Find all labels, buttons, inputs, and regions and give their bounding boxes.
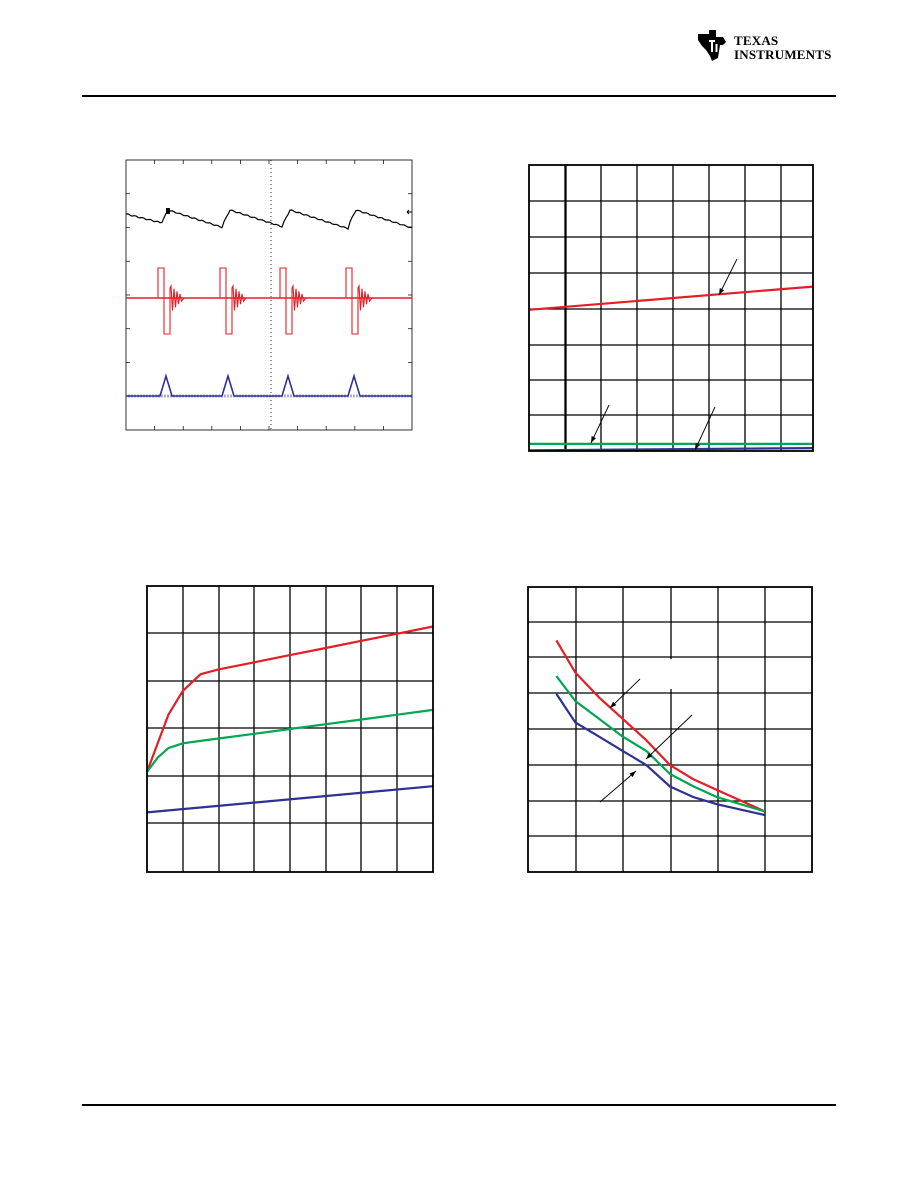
scope-frame [125,159,413,431]
series-line-3 [146,785,434,814]
callout-arrow-red-head [719,288,725,295]
plot-frame [146,585,434,873]
scope-plot [125,159,413,431]
callout-arrow-blue-head [695,443,700,450]
callout-arrow-red-head [610,701,617,708]
chart-top-right [528,164,814,452]
series-line-2 [555,675,766,813]
trace-ripple [125,209,413,231]
callout-arrow-green-head [591,436,596,443]
logo-line1: Texas [734,33,779,48]
chart-bottom-right [527,586,813,873]
series-line-2 [146,708,434,773]
footer-rule [82,1104,836,1106]
chart-bottom-left-plot [145,585,434,873]
logo-line2: Instruments [734,47,832,62]
header-rule [82,95,836,97]
trigger-marker [166,208,170,214]
callout-arrow-blue [694,406,716,451]
plot-frame [528,164,814,452]
series-line-1 [528,285,814,311]
scope-capture [125,159,413,431]
ti-state-logo-icon [698,30,726,61]
ti-logo: Texas Instruments [696,28,838,68]
plot-frame [527,586,813,873]
chart-bottom-left [145,585,434,873]
channel-marker [406,209,412,215]
chart-top-right-plot [528,164,814,452]
series-line-1 [555,639,766,813]
callout-arrow-green-head [646,752,653,759]
callout-arrow-red [609,678,641,709]
callout-arrow-red [718,258,738,296]
callout-arrow-green [590,404,610,444]
series-line-3 [528,447,814,452]
series-line-1 [145,625,434,773]
series-line-3 [555,693,765,817]
callout-arrow-green [645,714,693,760]
callout-arrow-blue-head [629,771,636,778]
callout-arrow-blue [599,770,637,803]
label-mask [625,659,715,689]
chart-bottom-right-plot [527,586,813,873]
